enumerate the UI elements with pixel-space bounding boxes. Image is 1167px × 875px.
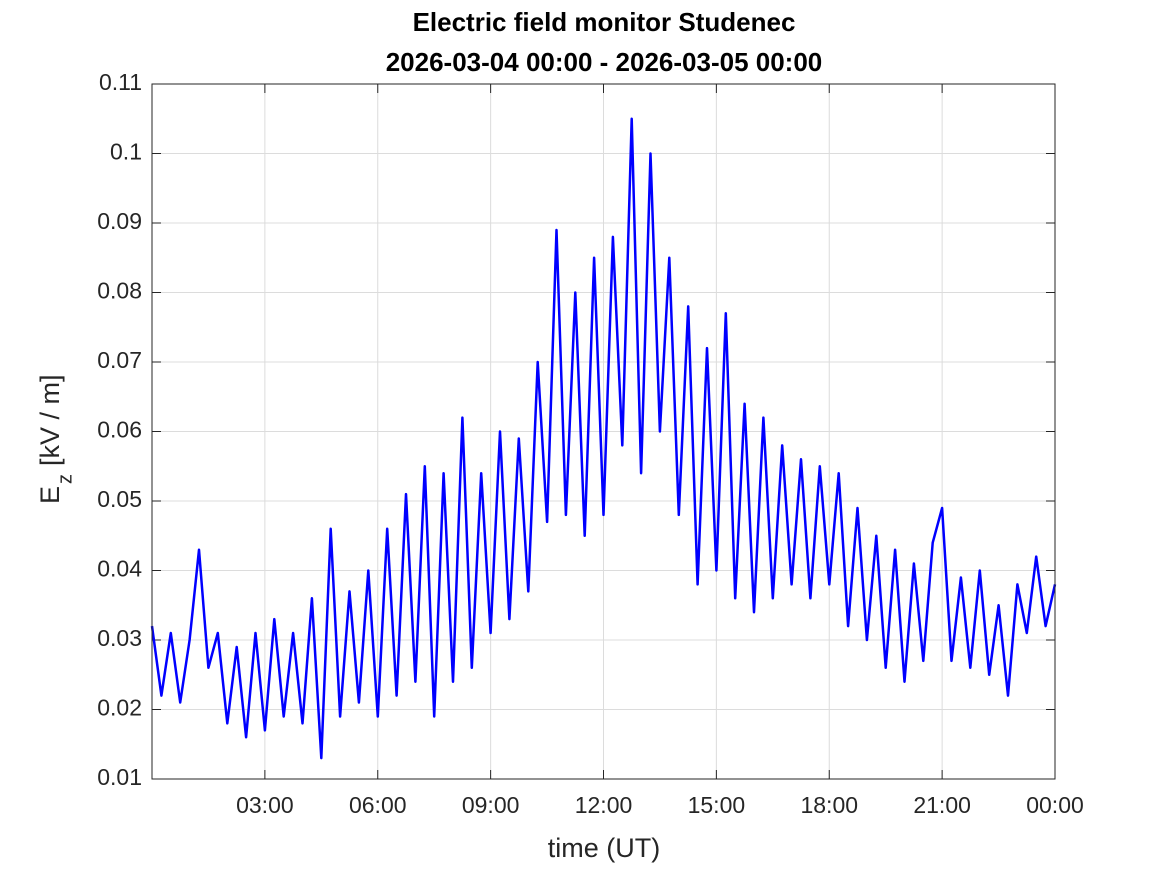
y-tick-label: 0.06 [97,417,142,443]
y-label-main: E [35,486,65,504]
y-tick-label: 0.04 [97,556,142,582]
y-tick-label: 0.01 [97,764,142,790]
y-tick-label: 0.07 [97,347,142,373]
x-tick-label: 03:00 [236,792,294,818]
y-tick-label: 0.09 [97,208,142,234]
y-tick-label: 0.03 [97,625,142,651]
y-tick-label: 0.08 [97,278,142,304]
plot-frame [151,83,1056,780]
x-tick-label: 12:00 [575,792,633,818]
data-line [150,117,1057,760]
y-tick-label: 0.1 [110,139,142,165]
x-tick-label: 18:00 [800,792,858,818]
y-axis-label: E z [kV / m] [35,374,76,504]
x-tick-label: 21:00 [913,792,971,818]
x-tick-label: 15:00 [688,792,746,818]
x-tick-label: 06:00 [349,792,407,818]
chart-title: Electric field monitor Studenec [413,7,796,37]
y-label-sub: z [54,474,76,484]
y-tick-label: 0.11 [99,69,142,95]
x-tick-label: 00:00 [1026,792,1084,818]
chart-subtitle: 2026-03-04 00:00 - 2026-03-05 00:00 [386,47,823,77]
x-tick-label: 09:00 [462,792,520,818]
x-axis-label: time (UT) [548,833,660,863]
y-tick-label: 0.05 [97,486,142,512]
y-tick-label: 0.02 [97,695,142,721]
y-label-unit: [kV / m] [35,374,65,466]
